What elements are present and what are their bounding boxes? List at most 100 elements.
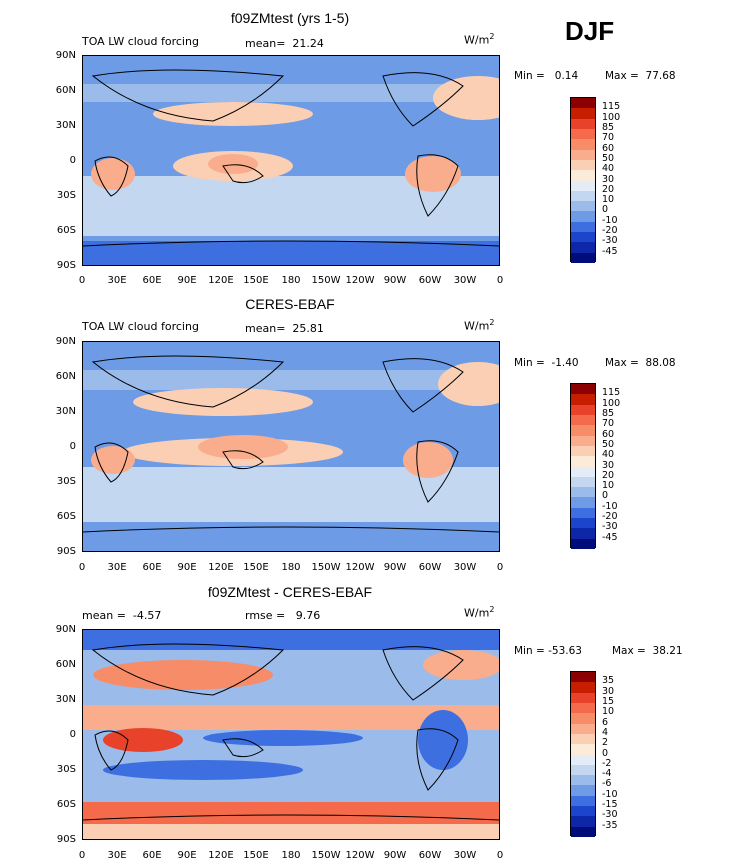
colorbar-swatch <box>571 404 595 415</box>
colorbar-swatch <box>571 487 595 498</box>
colorbar-swatch <box>571 816 595 827</box>
colorbar-swatch <box>571 118 595 129</box>
panel2-lat-30s: 30S <box>56 476 76 487</box>
colorbar-label: 2 <box>602 737 609 749</box>
panel1-lon-150w: 150W <box>311 275 341 286</box>
colorbar-label: 4 <box>602 726 609 738</box>
panel1-map <box>82 55 500 266</box>
colorbar-swatch <box>571 211 595 222</box>
panel3-lon-0: 0 <box>78 850 86 861</box>
panel2-lat-90s: 90S <box>56 546 76 557</box>
colorbar-label: 10 <box>602 706 615 718</box>
colorbar-swatch <box>571 149 595 160</box>
panel3-lat-90s: 90S <box>56 834 76 845</box>
panel1-lon-60w: 60W <box>418 275 442 286</box>
panel3-rmse-label: rmse = 9.76 <box>245 609 321 622</box>
panel2-map <box>82 341 500 552</box>
panel2-max-label: Max = 88.08 <box>605 357 676 369</box>
panel1-lon-90w: 90W <box>383 275 407 286</box>
colorbar-label: -2 <box>602 757 612 769</box>
colorbar-swatch <box>571 538 595 549</box>
season-label: DJF <box>565 16 615 46</box>
colorbar-swatch <box>571 108 595 119</box>
colorbar-label: 85 <box>602 407 615 419</box>
panel3-lat-30n: 30N <box>55 694 76 705</box>
panel1-lon-180: 180 <box>281 275 301 286</box>
colorbar-label: -35 <box>602 819 618 831</box>
colorbar-label: 20 <box>602 183 615 195</box>
panel2-lon-150w: 150W <box>311 562 341 573</box>
colorbar-swatch <box>571 702 595 714</box>
panel1-lon-60e: 60E <box>142 275 162 286</box>
panel1-units: W/m2 <box>464 32 495 47</box>
colorbar-label: -4 <box>602 768 612 780</box>
colorbar-label: 50 <box>602 152 615 164</box>
panel3-lon-90w: 90W <box>383 850 407 861</box>
colorbar-label: 70 <box>602 132 615 144</box>
colorbar-swatch <box>571 456 595 467</box>
panel2-lat-30n: 30N <box>55 406 76 417</box>
colorbar-label: 115 <box>602 101 621 113</box>
colorbar-swatch <box>571 232 595 243</box>
colorbar-label: 50 <box>602 438 615 450</box>
colorbar-swatch <box>571 723 595 734</box>
colorbar-label: 85 <box>602 121 615 133</box>
colorbar-label: 60 <box>602 428 615 440</box>
panel2-lon-150e: 150E <box>243 562 269 573</box>
panel3-lat-30s: 30S <box>56 764 76 775</box>
panel3-lat-0: 0 <box>69 729 76 740</box>
panel2-lon-0: 0 <box>78 562 86 573</box>
panel1-max-label: Max = 77.68 <box>605 70 676 82</box>
panel1-title: f09ZMtest (yrs 1-5) <box>230 10 350 26</box>
colorbar-swatch <box>571 775 595 786</box>
panel1-lon-30e: 30E <box>107 275 127 286</box>
colorbar-label: 35 <box>602 675 615 687</box>
colorbar-swatch <box>571 672 595 683</box>
colorbar-label: 100 <box>602 397 621 409</box>
colorbar-label: -10 <box>602 214 618 226</box>
panel2-lon-30e: 30E <box>107 562 127 573</box>
panel2-lon-30w: 30W <box>453 562 477 573</box>
colorbar-label: 15 <box>602 695 615 707</box>
panel2-lon-60e: 60E <box>142 562 162 573</box>
panel3-colorbar <box>570 671 596 837</box>
panel2-lat-60s: 60S <box>56 511 76 522</box>
panel1-lon-90e: 90E <box>177 275 197 286</box>
panel1-lat-60s: 60S <box>56 225 76 236</box>
colorbar-swatch <box>571 190 595 202</box>
panel2-lon-90w: 90W <box>383 562 407 573</box>
colorbar-swatch <box>571 733 595 745</box>
panel2-title: CERES-EBAF <box>245 296 335 312</box>
panel2-lon-60w: 60W <box>418 562 442 573</box>
colorbar-label: -20 <box>602 511 618 523</box>
colorbar-swatch <box>571 201 595 212</box>
colorbar-label: 30 <box>602 685 615 697</box>
panel3-lon-150e: 150E <box>243 850 269 861</box>
colorbar-swatch <box>571 414 595 426</box>
panel1-lon-150e: 150E <box>243 275 269 286</box>
colorbar-swatch <box>571 394 595 405</box>
colorbar-swatch <box>571 159 595 171</box>
colorbar-label: 0 <box>602 204 609 216</box>
panel1-lat-0: 0 <box>69 155 76 166</box>
panel3-lon-150w: 150W <box>311 850 341 861</box>
panel1-mean-label: mean= 21.24 <box>245 37 324 50</box>
panel3-lat-60n: 60N <box>55 659 76 670</box>
colorbar-swatch <box>571 682 595 693</box>
colorbar-label: -30 <box>602 521 618 533</box>
colorbar-swatch <box>571 98 595 109</box>
panel2-min-label: Min = -1.40 <box>514 357 579 369</box>
colorbar-swatch <box>571 128 595 140</box>
panel3-mean-label: mean = -4.57 <box>82 609 162 622</box>
panel1-lon-0: 0 <box>78 275 86 286</box>
panel1-lat-60n: 60N <box>55 85 76 96</box>
panel3-map <box>82 629 500 840</box>
colorbar-label: 30 <box>602 459 615 471</box>
panel1-lat-30n: 30N <box>55 120 76 131</box>
colorbar-label: -20 <box>602 225 618 237</box>
colorbar-label: -30 <box>602 235 618 247</box>
panel3-lon-30w: 30W <box>453 850 477 861</box>
panel2-lon-0-end: 0 <box>496 562 504 573</box>
colorbar-swatch <box>571 518 595 529</box>
colorbar-label: -10 <box>602 500 618 512</box>
